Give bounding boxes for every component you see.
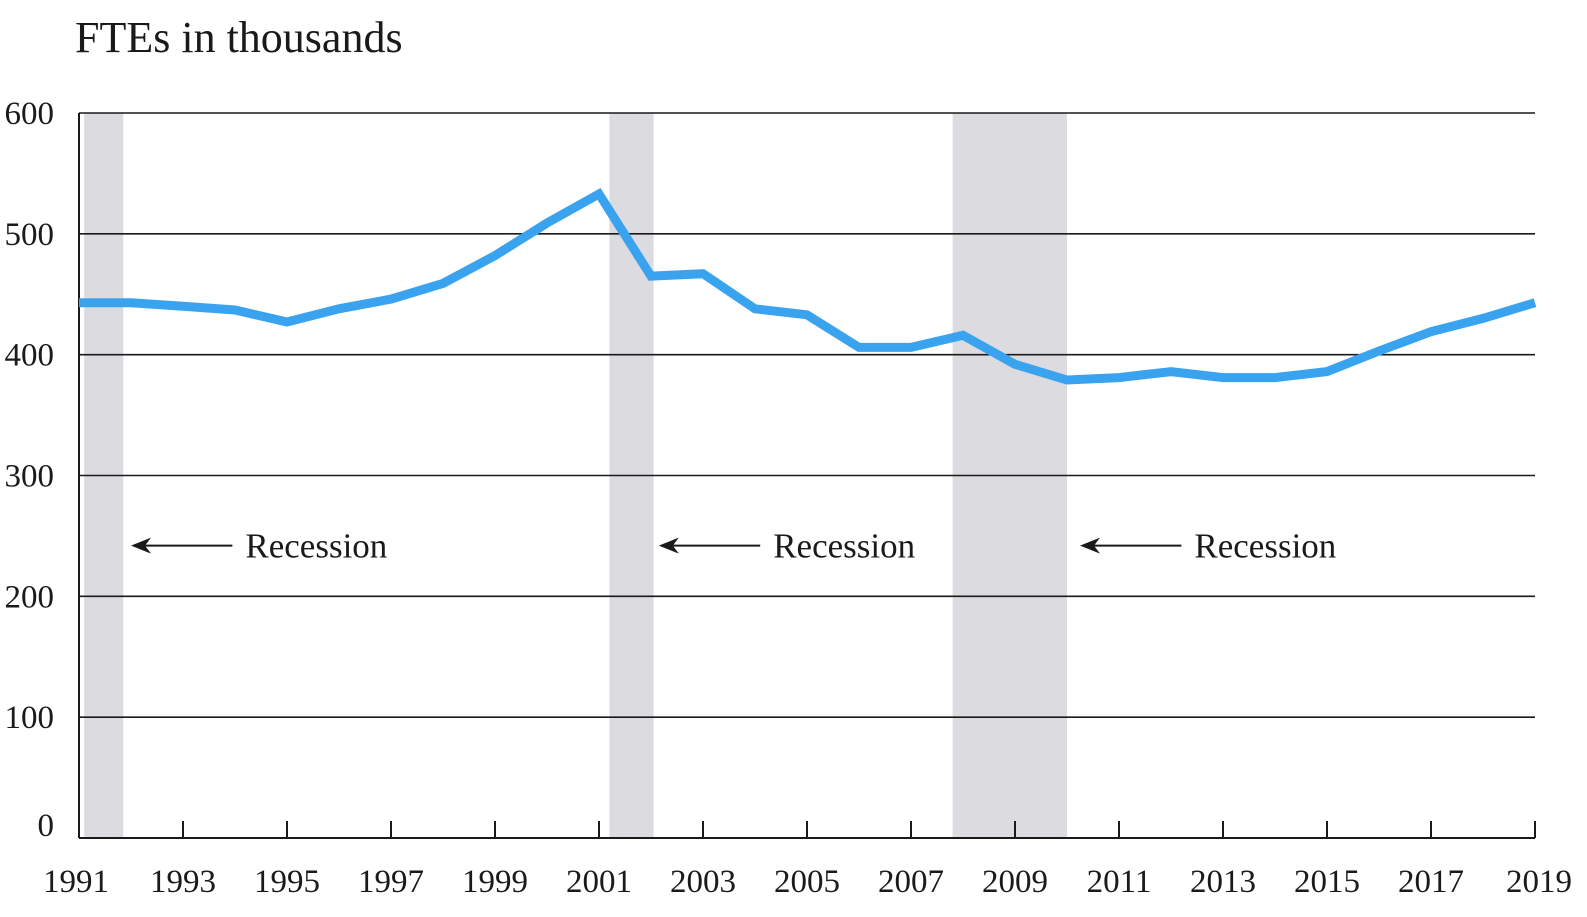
recession-label: Recession — [245, 527, 387, 566]
x-tick-label: 1993 — [150, 864, 216, 900]
annotations: Recession Recession Recession — [131, 527, 1336, 566]
x-tick-label: 2009 — [982, 864, 1048, 900]
recession-label: Recession — [1194, 527, 1336, 566]
y-tick-label: 500 — [5, 217, 55, 253]
series-line — [79, 187, 1537, 385]
recession-arrow-head — [131, 537, 151, 554]
x-tick-label: 2003 — [670, 864, 736, 900]
x-tick-label: 1995 — [254, 864, 320, 900]
axes: 0 100 200 300 400 500 600 1991 1993 1995 1997 1999 2… — [5, 96, 1573, 900]
recession-label: Recession — [773, 527, 915, 566]
y-axis-title: FTEs in thousands — [75, 13, 403, 62]
y-tick-label: 600 — [5, 96, 55, 132]
recession-arrow-head — [1080, 537, 1100, 554]
y-tick-label: 200 — [5, 579, 55, 615]
x-tick-label: 2019 — [1506, 864, 1572, 900]
y-tick-label: 0 — [38, 808, 55, 844]
x-tick-label: 1997 — [358, 864, 424, 900]
y-tick-label: 100 — [5, 700, 55, 736]
x-tick-label: 2017 — [1398, 864, 1464, 900]
series — [78, 187, 1537, 385]
x-tick-label: 2013 — [1190, 864, 1256, 900]
y-tick-label: 400 — [5, 338, 55, 374]
gridlines — [79, 112, 1535, 718]
y-tick-label: 300 — [5, 459, 55, 495]
x-tick-label: 2007 — [878, 864, 944, 900]
x-tick-label: 2015 — [1294, 864, 1360, 900]
x-tick-label: 2011 — [1087, 864, 1152, 900]
x-tick-label: 2005 — [774, 864, 840, 900]
x-tick-label: 1999 — [462, 864, 528, 900]
recession-arrow-head — [658, 537, 679, 554]
x-tick-label: 2001 — [566, 864, 632, 900]
x-tick-label: 1991 — [43, 864, 109, 900]
